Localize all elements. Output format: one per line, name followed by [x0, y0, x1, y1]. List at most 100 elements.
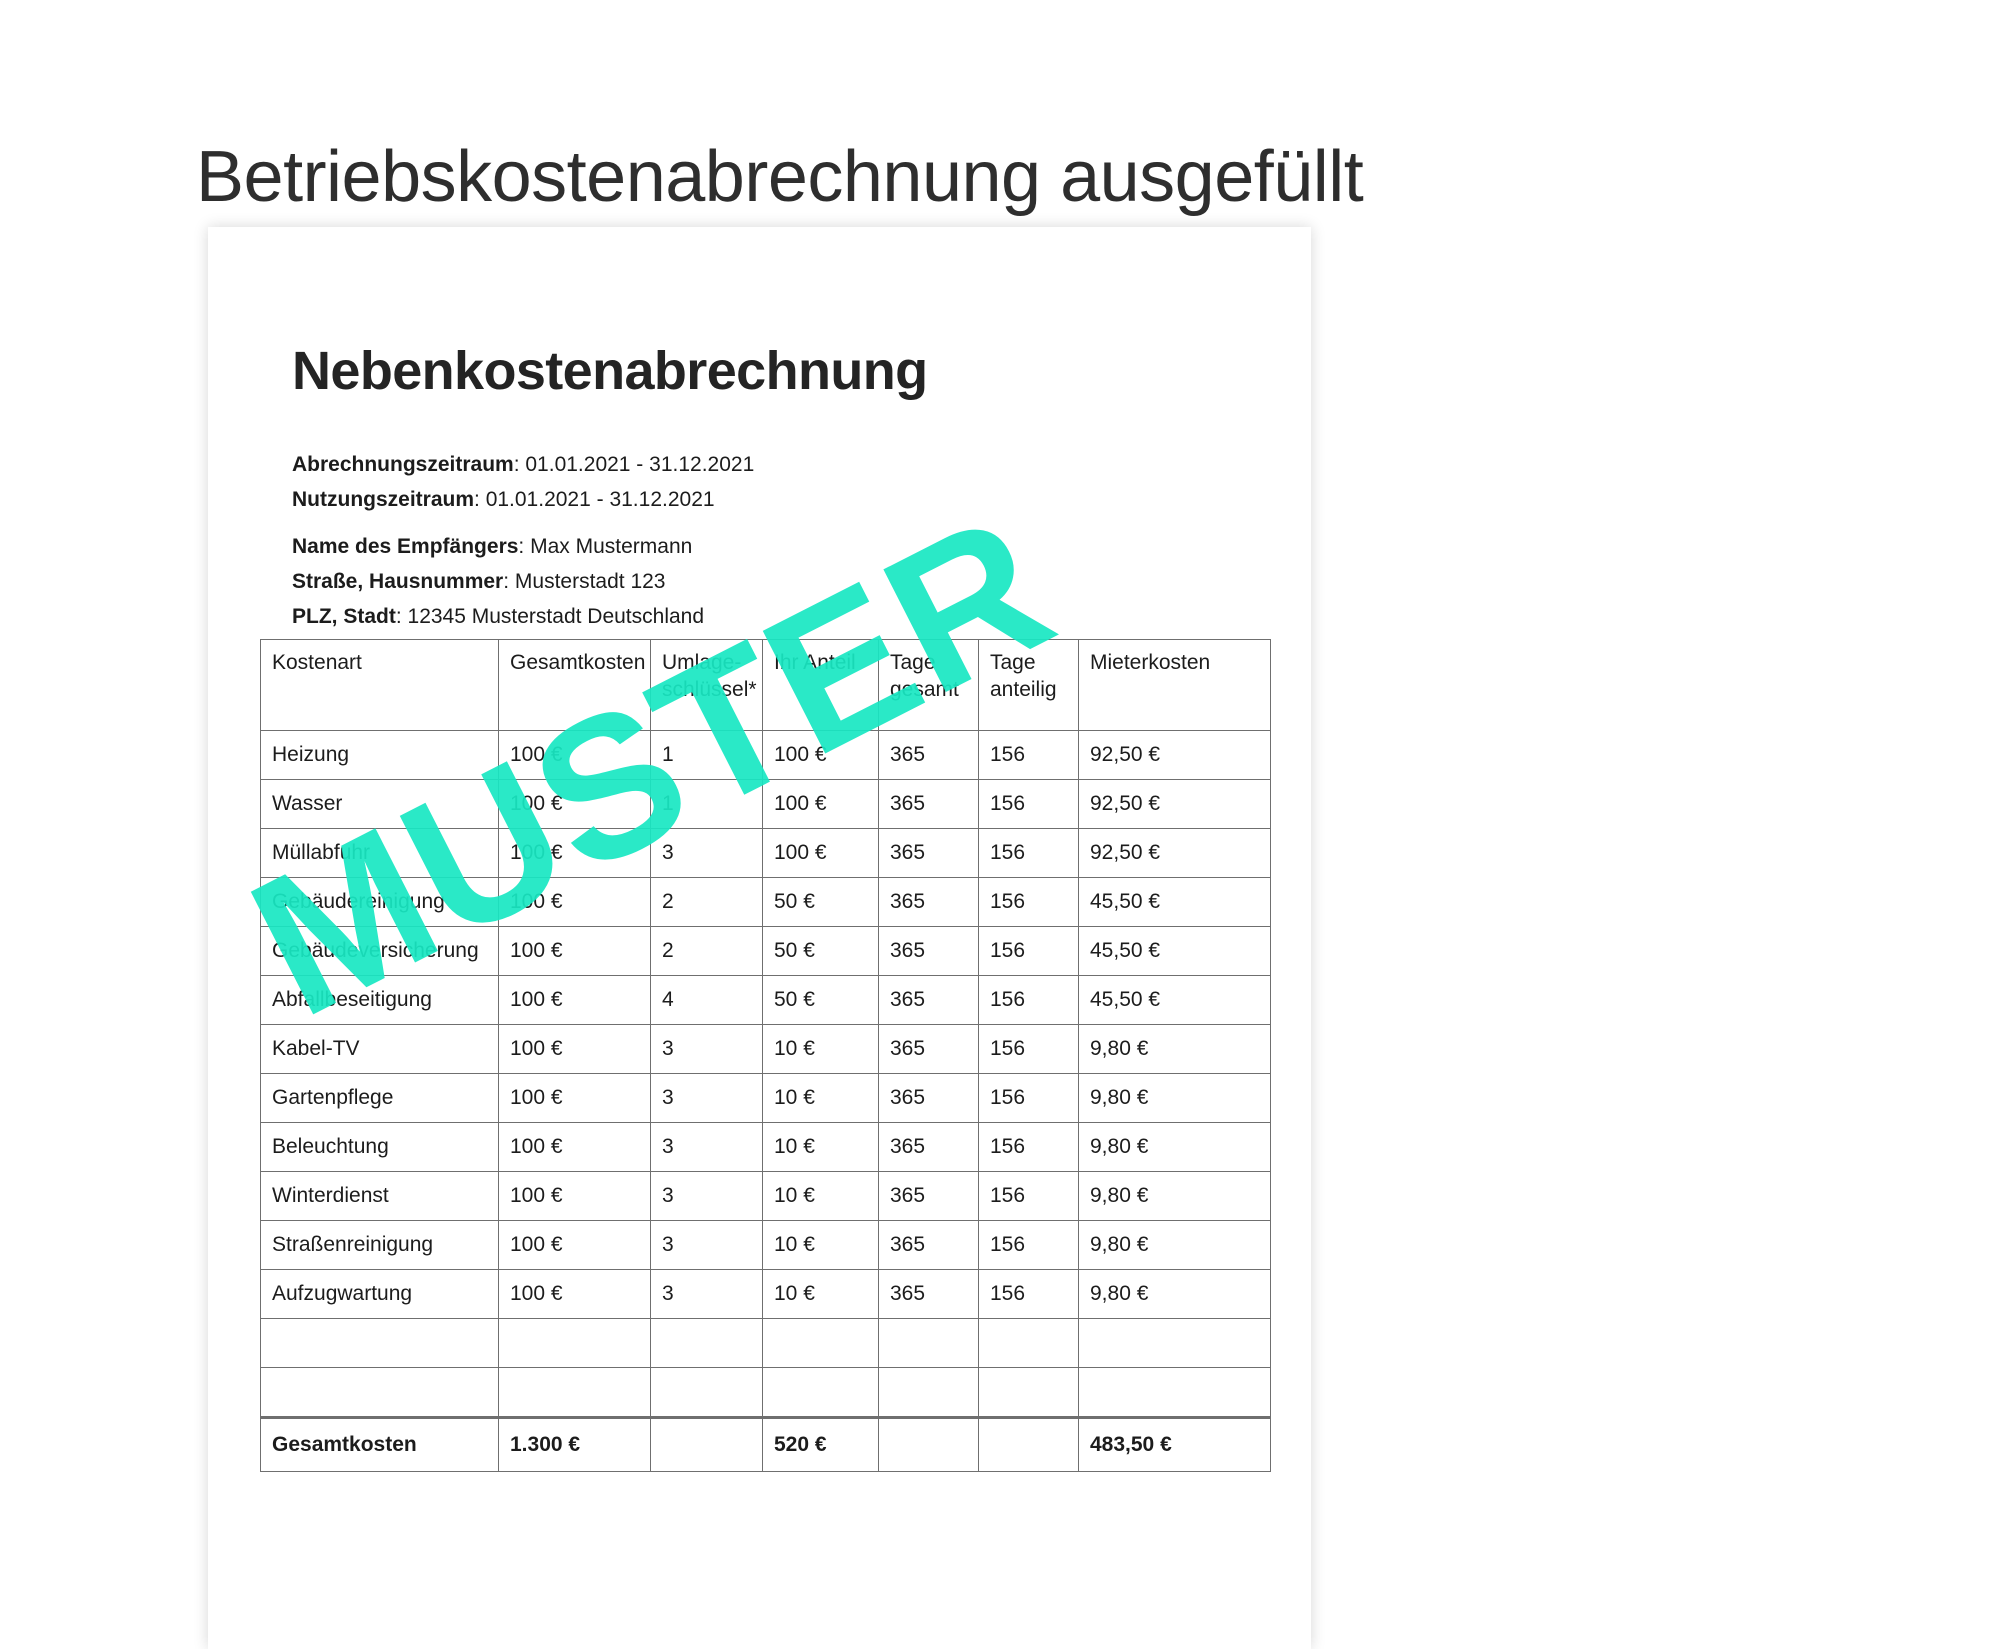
column-header-mieterkosten: Mieterkosten — [1078, 639, 1271, 731]
cell-kostenart: Winterdienst — [260, 1171, 499, 1221]
table-row: Kabel-TV 100 €3 10 €365 156 9,80 € — [260, 1024, 1271, 1074]
cell-ihr-anteil: 10 € — [762, 1220, 879, 1270]
table-row: Beleuchtung 100 €3 10 €365 156 9,80 € — [260, 1122, 1271, 1172]
cell-kostenart — [260, 1318, 499, 1368]
cell-tage-anteilig: 156 — [978, 1220, 1079, 1270]
cell-kostenart: Abfallbeseitigung — [260, 975, 499, 1025]
cell-mieterkosten: 9,80 € — [1078, 1269, 1271, 1319]
cell-tage-gesamt: 365 — [878, 1024, 979, 1074]
cell-kostenart: Straßenreinigung — [260, 1220, 499, 1270]
recipient-block: Name des Empfängers: Max Mustermann Stra… — [292, 529, 704, 634]
cell-umlageschluessel: 3 — [650, 1269, 763, 1319]
header-line-1: Kostenart — [272, 651, 362, 674]
table-row: Aufzugwartung 100 €3 10 €365 156 9,80 € — [260, 1269, 1271, 1319]
table-empty-row — [260, 1318, 1271, 1368]
meta-separator: : — [513, 453, 526, 476]
cell-tage-gesamt — [878, 1367, 979, 1418]
cell-mieterkosten: 45,50 € — [1078, 975, 1271, 1025]
cell-tage-gesamt: 365 — [878, 1171, 979, 1221]
cell-mieterkosten: 45,50 € — [1078, 877, 1271, 927]
cell-kostenart: Gartenpflege — [260, 1073, 499, 1123]
document-card: Nebenkostenabrechnung Abrechnungszeitrau… — [208, 227, 1311, 1649]
meta-label: PLZ, Stadt — [292, 605, 396, 628]
cell-tage-gesamt: 365 — [878, 877, 979, 927]
header-line-1: Gesamtkosten — [510, 651, 646, 674]
cell-tage-anteilig — [978, 1318, 1079, 1368]
table-row: Gebäudeversicherung 100 €2 50 €365 156 45,50… — [260, 926, 1271, 976]
cell-tage-gesamt: 365 — [878, 926, 979, 976]
cell-tage-gesamt: 365 — [878, 1220, 979, 1270]
cell-mieterkosten: 9,80 € — [1078, 1073, 1271, 1123]
meta-label: Abrechnungszeitraum — [292, 453, 514, 476]
cell-gesamtkosten: 100 € — [498, 1122, 651, 1172]
cell-tage-anteilig: 156 — [978, 730, 1079, 780]
cell-tage-gesamt: 365 — [878, 779, 979, 829]
cell-tage-anteilig: 156 — [978, 1269, 1079, 1319]
column-header-umlageschluessel: Umlage- schlüssel* — [650, 639, 763, 731]
cell-tage-anteilig: 156 — [978, 1024, 1079, 1074]
cell-ihr-anteil: 50 € — [762, 926, 879, 976]
meta-value: 12345 Musterstadt Deutschland — [407, 605, 705, 628]
cell-tage-gesamt: 365 — [878, 1073, 979, 1123]
column-header-tage-anteilig: Tage anteilig — [978, 639, 1079, 731]
column-header-ihr-anteil: Ihr Anteil — [762, 639, 879, 731]
cell-mieterkosten: 92,50 € — [1078, 779, 1271, 829]
cell-gesamtkosten: 100 € — [498, 877, 651, 927]
meta-line-abrechnungszeitraum: Abrechnungszeitraum: 01.01.2021 - 31.12.… — [292, 447, 754, 482]
column-header-gesamtkosten: Gesamtkosten — [498, 639, 651, 731]
meta-value: Max Mustermann — [530, 535, 693, 558]
total-cell-mieterkosten: 483,50 € — [1078, 1416, 1271, 1472]
cell-gesamtkosten: 100 € — [498, 779, 651, 829]
table-row: Gartenpflege 100 €3 10 €365 156 9,80 € — [260, 1073, 1271, 1123]
meta-separator: : — [474, 488, 486, 511]
cell-umlageschluessel: 3 — [650, 1171, 763, 1221]
cell-umlageschluessel: 3 — [650, 828, 763, 878]
cell-mieterkosten: 45,50 € — [1078, 926, 1271, 976]
cell-ihr-anteil: 10 € — [762, 1171, 879, 1221]
cost-table-head: Kostenart Gesamtkosten Umlage- schlüssel… — [260, 639, 1271, 731]
cell-ihr-anteil: 100 € — [762, 828, 879, 878]
cell-umlageschluessel: 3 — [650, 1220, 763, 1270]
cell-kostenart: Wasser — [260, 779, 499, 829]
meta-separator: : — [503, 570, 515, 593]
cell-tage-anteilig: 156 — [978, 1073, 1079, 1123]
cell-tage-anteilig: 156 — [978, 926, 1079, 976]
cell-gesamtkosten: 100 € — [498, 975, 651, 1025]
cell-ihr-anteil: 50 € — [762, 975, 879, 1025]
cell-mieterkosten: 9,80 € — [1078, 1171, 1271, 1221]
total-cell-umlageschluessel — [650, 1416, 763, 1472]
cell-tage-anteilig: 156 — [978, 975, 1079, 1025]
cell-gesamtkosten: 100 € — [498, 926, 651, 976]
column-header-tage-gesamt: Tage gesamt — [878, 639, 979, 731]
meta-label: Nutzungszeitraum — [292, 488, 475, 511]
cell-tage-anteilig: 156 — [978, 1171, 1079, 1221]
total-cell-kostenart: Gesamtkosten — [260, 1416, 499, 1472]
table-row: Wasser 100 €1 100 €365 156 92,50 € — [260, 779, 1271, 829]
cell-umlageschluessel: 3 — [650, 1122, 763, 1172]
table-row: Straßenreinigung 100 €3 10 €365 156 9,80 € — [260, 1220, 1271, 1270]
cell-umlageschluessel: 1 — [650, 730, 763, 780]
table-total-row: Gesamtkosten 1.300 € 520 € 483,50 € — [260, 1416, 1271, 1472]
cell-kostenart: Gebäudereinigung — [260, 877, 499, 927]
cell-kostenart: Gebäudeversicherung — [260, 926, 499, 976]
meta-label: Name des Empfängers — [292, 535, 519, 558]
cell-mieterkosten: 9,80 € — [1078, 1122, 1271, 1172]
cell-umlageschluessel: 1 — [650, 779, 763, 829]
document-heading: Nebenkostenabrechnung — [292, 341, 928, 401]
meta-line-strasse: Straße, Hausnummer: Musterstadt 123 — [292, 564, 704, 599]
cell-tage-anteilig: 156 — [978, 877, 1079, 927]
cell-kostenart: Heizung — [260, 730, 499, 780]
page-title: Betriebskostenabrechnung ausgefüllt — [196, 137, 1364, 218]
cell-tage-gesamt: 365 — [878, 1269, 979, 1319]
column-header-kostenart: Kostenart — [260, 639, 499, 731]
header-line-1: Tage — [990, 651, 1036, 674]
header-line-1: Tage — [890, 651, 936, 674]
cell-ihr-anteil: 10 € — [762, 1122, 879, 1172]
cell-mieterkosten: 92,50 € — [1078, 828, 1271, 878]
cell-gesamtkosten — [498, 1318, 651, 1368]
header-line-1: Ihr Anteil — [774, 651, 856, 674]
table-row: Gebäudereinigung 100 €2 50 €365 156 45,50 € — [260, 877, 1271, 927]
cell-tage-anteilig: 156 — [978, 779, 1079, 829]
cell-ihr-anteil: 10 € — [762, 1269, 879, 1319]
meta-separator: : — [518, 535, 531, 558]
